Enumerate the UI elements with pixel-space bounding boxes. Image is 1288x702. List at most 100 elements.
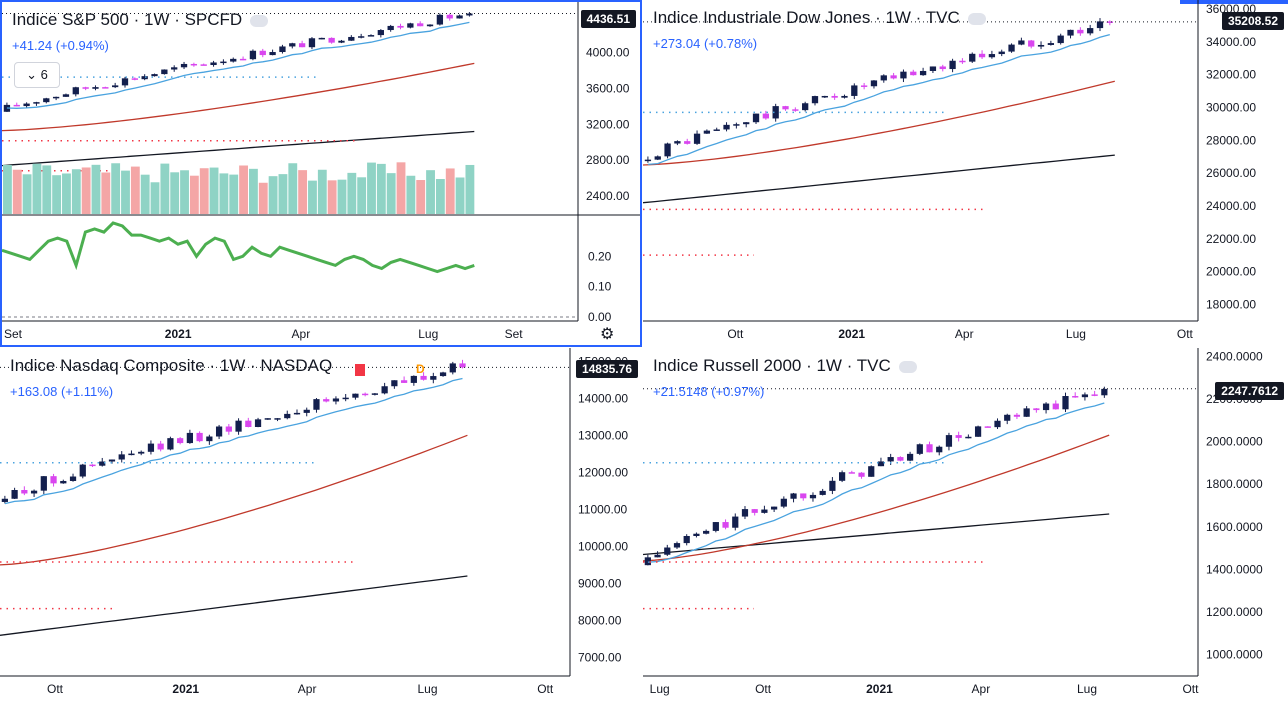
volume-bar — [426, 170, 435, 214]
y-tick-label: 18000.00 — [1206, 298, 1256, 312]
chart-canvas[interactable]: 36000.0034000.0032000.0030000.0028000.00… — [643, 0, 1288, 347]
candle — [644, 159, 652, 162]
candle — [426, 24, 434, 27]
candle — [269, 52, 276, 56]
candle — [102, 87, 109, 89]
volume-bar — [465, 164, 475, 214]
y-tick-label: 12000.00 — [578, 465, 628, 479]
candle — [118, 454, 125, 460]
chart-canvas[interactable]: 4000.00 3600.00 3200.00 2800.00 2400.00 Set 20… — [2, 2, 640, 345]
x-tick-label: Lug — [1066, 327, 1086, 341]
panel-sp500[interactable]: 4000.00 3600.00 3200.00 2800.00 2400.00 Set 20… — [0, 0, 642, 347]
y-tick-label: 14000.00 — [578, 391, 628, 405]
ma-long-line — [643, 154, 1115, 204]
indicator-toggle[interactable]: ⌄ 6 — [14, 62, 60, 88]
candle — [30, 490, 38, 494]
candle — [890, 75, 897, 79]
minus-icon[interactable] — [898, 360, 917, 373]
volume-bar — [278, 174, 288, 214]
volume-bar — [327, 180, 337, 214]
panel-russell[interactable]: 2400.00002200.00002000.00001800.00001600… — [643, 348, 1288, 702]
candle — [69, 476, 77, 481]
volume-bar — [71, 169, 81, 214]
candle — [959, 60, 966, 63]
candle — [1072, 396, 1079, 398]
ma-long-line — [643, 513, 1110, 556]
candle — [772, 106, 779, 119]
candle — [829, 480, 836, 491]
candle — [994, 420, 1001, 428]
candle — [235, 420, 242, 432]
x-tick-label: Ott — [537, 682, 554, 696]
ma-mid-line — [2, 62, 475, 132]
candle — [50, 476, 57, 484]
volume-bar — [130, 166, 140, 214]
chart-canvas[interactable]: 2400.00002200.00002000.00001800.00001600… — [643, 348, 1288, 702]
candle — [40, 476, 47, 491]
candle — [831, 95, 838, 98]
y-tick-label: 1600.0000 — [1206, 520, 1263, 534]
candle — [79, 464, 86, 477]
chart-canvas[interactable]: 15000.0014000.0013000.0012000.0011000.00… — [0, 348, 642, 702]
candle — [147, 443, 155, 452]
symbol-title[interactable]: Indice S&P 500 · 1W · SPCFD — [12, 10, 269, 30]
y-tick-label: 3600.00 — [586, 81, 630, 95]
candle — [171, 67, 178, 70]
candle — [141, 76, 148, 80]
panel-dowjones[interactable]: 36000.00 34000.00 32000.00 30000.00 28000.00… — [643, 0, 1288, 347]
candle — [751, 509, 758, 513]
candle — [868, 466, 875, 477]
volume-bar — [91, 164, 101, 214]
candle — [1, 498, 8, 502]
candle — [342, 397, 349, 400]
symbol-title[interactable]: Indice Nasdaq Composite · 1W · NASDAQ — [10, 356, 333, 375]
candle — [906, 453, 914, 461]
candle — [1106, 21, 1113, 23]
candle — [206, 436, 213, 442]
candle — [955, 435, 962, 438]
price-change: +41.24 (+0.94%) — [12, 38, 109, 53]
candle — [664, 547, 671, 555]
candle — [821, 95, 828, 98]
minus-icon[interactable] — [250, 14, 269, 27]
candle — [131, 78, 138, 80]
candle — [249, 50, 257, 60]
symbol-title[interactable]: Indice Industriale Dow Jones · 1W · TVC — [653, 8, 986, 28]
dividend-flag-icon[interactable]: D — [416, 362, 425, 376]
volume-bar — [445, 168, 455, 214]
flag-icon[interactable] — [355, 364, 365, 376]
candle — [1101, 388, 1108, 396]
candle — [446, 14, 453, 19]
candle — [792, 109, 799, 111]
legend: Indice S&P 500 · 1W · SPCFD +41.24 (+0.9… — [12, 10, 269, 53]
candle — [802, 103, 809, 111]
ema-fast-line — [4, 377, 463, 505]
y-tick-label: 34000.00 — [1206, 35, 1256, 49]
candle — [654, 554, 661, 558]
candle — [177, 438, 184, 444]
candle — [703, 130, 711, 134]
candle — [703, 530, 710, 534]
candle — [1091, 394, 1098, 396]
candle — [1057, 35, 1064, 44]
panel-nasdaq[interactable]: 15000.0014000.0013000.0012000.0011000.00… — [0, 348, 642, 702]
candle — [841, 95, 848, 98]
candle — [1013, 414, 1021, 417]
candle — [939, 66, 946, 70]
candle — [848, 472, 855, 474]
symbol-title[interactable]: Indice Russell 2000 · 1W · TVC — [653, 356, 917, 376]
price-change: +273.04 (+0.78%) — [653, 36, 758, 51]
candle — [1037, 44, 1045, 47]
candle — [1077, 29, 1084, 34]
volume-bar — [52, 175, 62, 214]
x-tick-label: Apr — [955, 327, 974, 341]
minus-icon[interactable] — [967, 12, 986, 25]
oscillator-line — [2, 221, 475, 274]
candle — [449, 363, 456, 373]
candle — [683, 535, 690, 544]
candle — [1067, 29, 1074, 36]
candle — [190, 63, 198, 66]
gear-icon[interactable]: ⚙ — [600, 326, 615, 343]
y-tick-label: 1800.0000 — [1206, 477, 1263, 491]
